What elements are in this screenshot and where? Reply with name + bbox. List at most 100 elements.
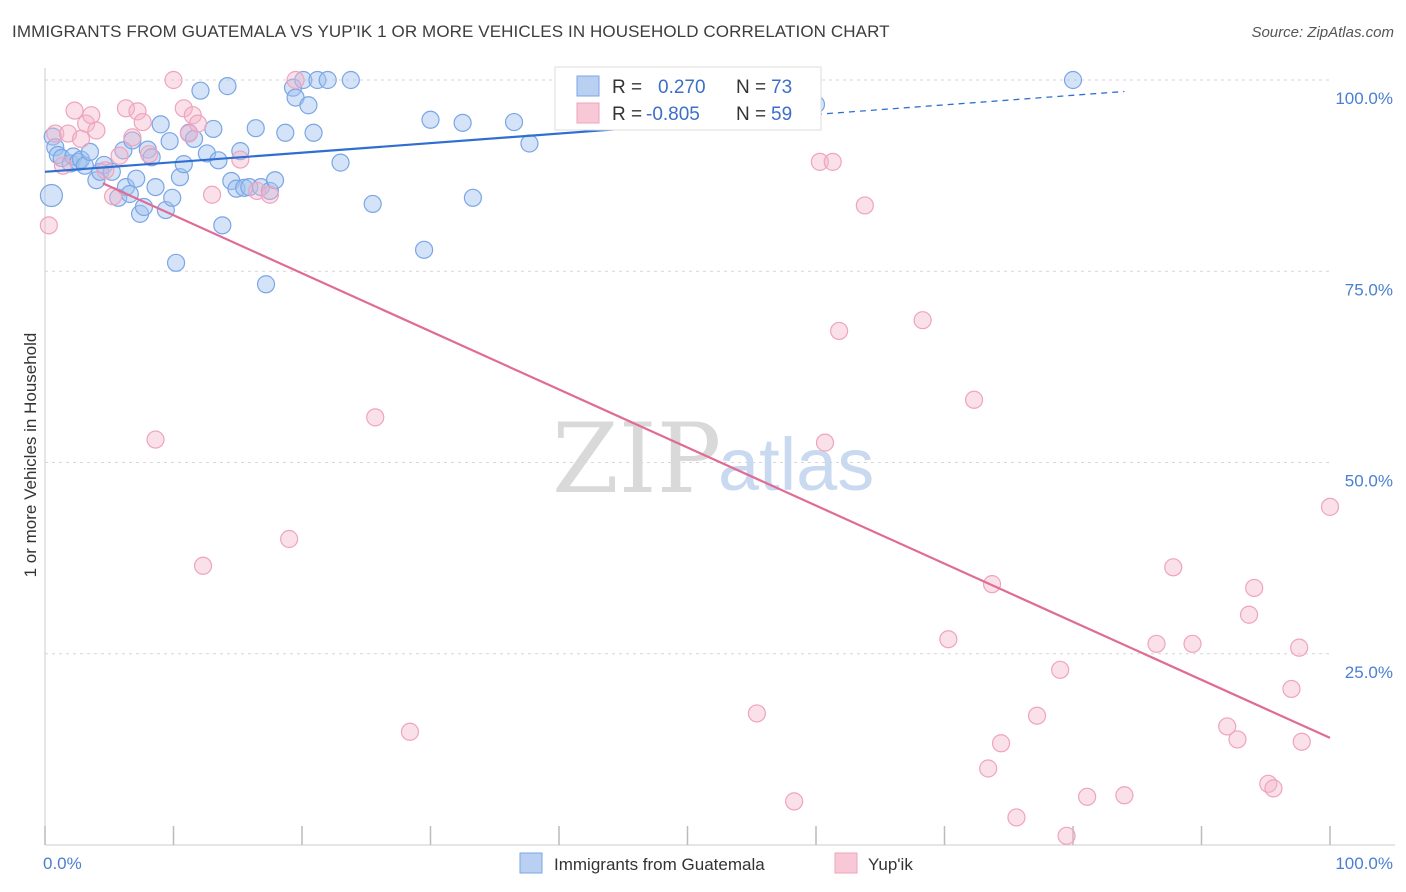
guatemala-point-32 xyxy=(174,155,193,174)
axes xyxy=(44,68,1395,846)
legend-item-yupik: Yup'ik xyxy=(868,855,913,874)
legend-r-value-1: 0.270 xyxy=(658,77,706,98)
guatemala-point-0 xyxy=(39,183,64,208)
guatemala-point-55 xyxy=(299,96,318,115)
legend-n-label-1: N = xyxy=(736,77,766,98)
yupik-point-55 xyxy=(1228,730,1247,749)
yupik-point-37 xyxy=(830,321,849,341)
yupik-point-54 xyxy=(1218,717,1237,736)
watermark: ZIP atlas xyxy=(552,403,874,515)
yupik-point-18 xyxy=(164,70,183,90)
guatemala-point-69 xyxy=(1063,70,1083,90)
yupik-point-19 xyxy=(174,99,193,118)
yupik-point-39 xyxy=(913,311,932,330)
yupik-point-13 xyxy=(123,128,142,147)
guatemala-point-25 xyxy=(146,178,165,197)
legend-swatch-pink xyxy=(576,102,600,124)
yupik-point-60 xyxy=(1282,679,1301,699)
yupik-point-38 xyxy=(855,196,874,215)
guatemala-point-46 xyxy=(246,119,265,138)
yupik-point-24 xyxy=(202,185,222,204)
guatemala-point-66 xyxy=(504,112,524,132)
legend-r-value-2: -0.805 xyxy=(646,104,700,125)
legend-item-guatemala-swatch xyxy=(519,852,543,874)
yupik-point-61 xyxy=(1290,638,1309,657)
legend-n-value-1: 73 xyxy=(771,77,792,98)
guatemala-point-64 xyxy=(453,113,472,132)
yupik-point-4 xyxy=(65,101,84,120)
yupik-point-57 xyxy=(1245,578,1264,598)
yupik-point-63 xyxy=(1320,497,1340,516)
guatemala-point-36 xyxy=(197,144,217,163)
legend-item-guatemala: Immigrants from Guatemala xyxy=(554,855,765,874)
yupik-point-29 xyxy=(286,70,305,90)
guatemala-point-49 xyxy=(260,181,279,201)
yupik-point-45 xyxy=(1007,808,1026,827)
yupik-point-34 xyxy=(810,152,829,171)
y-tick-label-0: 25.0% xyxy=(1345,663,1393,682)
guatemala-point-1 xyxy=(43,127,62,146)
guatemala-point-59 xyxy=(331,153,350,172)
y-tick-labels: 25.0% 50.0% 75.0% 100.0% xyxy=(1335,89,1393,682)
series-legend: Immigrants from Guatemala Yup'ik xyxy=(519,852,913,874)
yupik-point-17 xyxy=(146,430,165,449)
yupik-point-33 xyxy=(785,792,804,811)
yupik-point-59 xyxy=(1264,779,1283,798)
y-tick-label-3: 100.0% xyxy=(1335,89,1393,108)
yupik-point-9 xyxy=(96,161,115,180)
yupik-point-42 xyxy=(979,759,998,778)
guatemala-point-26 xyxy=(151,115,170,134)
yupik-point-1 xyxy=(46,124,65,143)
yupik-point-46 xyxy=(1027,706,1047,725)
yupik-point-36 xyxy=(823,152,842,171)
yupik-point-51 xyxy=(1147,634,1166,653)
guatemala-point-39 xyxy=(213,216,232,235)
yupik-point-31 xyxy=(400,722,420,741)
guatemala-trend-extension xyxy=(815,90,1125,116)
guatemala-point-61 xyxy=(363,194,382,214)
x-tick-label-1: 100.0% xyxy=(1335,854,1393,873)
guatemala-point-40 xyxy=(218,77,237,96)
yupik-point-22 xyxy=(188,114,208,133)
yupik-point-11 xyxy=(110,146,129,165)
guatemala-point-37 xyxy=(204,119,223,139)
guatemala-point-20 xyxy=(127,169,146,188)
legend-r-label-2: R = xyxy=(612,104,642,125)
guatemala-point-57 xyxy=(308,70,327,90)
guatemala-point-67 xyxy=(520,134,539,153)
yupik-point-50 xyxy=(1115,786,1134,805)
y-tick-label-2: 75.0% xyxy=(1345,280,1393,299)
y-tick-label-1: 50.0% xyxy=(1345,472,1393,491)
legend-n-value-2: 59 xyxy=(771,104,792,125)
x-tick-labels: 0.0% 100.0% xyxy=(43,854,1393,873)
yupik-point-47 xyxy=(1051,660,1070,679)
yupik-point-28 xyxy=(280,529,299,549)
yupik-point-20 xyxy=(179,124,199,143)
guatemala-point-34 xyxy=(184,129,204,149)
watermark-zip: ZIP xyxy=(552,403,721,515)
yupik-point-32 xyxy=(747,704,766,723)
series-yupik-points xyxy=(39,70,1340,845)
yupik-point-16 xyxy=(139,145,159,164)
yupik-point-7 xyxy=(82,106,101,125)
yupik-point-5 xyxy=(71,129,91,149)
guatemala-point-35 xyxy=(191,81,210,100)
yupik-point-30 xyxy=(366,408,385,427)
yupik-point-23 xyxy=(193,556,213,575)
yupik-point-48 xyxy=(1057,826,1076,845)
chart-title: IMMIGRANTS FROM GUATEMALA VS YUP'IK 1 OR… xyxy=(12,22,890,41)
guatemala-point-51 xyxy=(276,123,295,142)
yupik-point-52 xyxy=(1164,558,1183,577)
yupik-point-25 xyxy=(231,150,250,169)
yupik-point-15 xyxy=(133,112,152,132)
yupik-point-27 xyxy=(260,185,279,204)
yupik-point-62 xyxy=(1292,732,1311,751)
guatemala-point-54 xyxy=(294,70,313,90)
legend-r-label-1: R = xyxy=(612,77,642,98)
guatemala-point-62 xyxy=(414,240,434,259)
yupik-point-41 xyxy=(964,390,984,409)
y-axis-label: 1 or more Vehicles in Household xyxy=(21,333,40,578)
guatemala-point-60 xyxy=(341,70,360,90)
guatemala-point-10 xyxy=(80,142,100,162)
